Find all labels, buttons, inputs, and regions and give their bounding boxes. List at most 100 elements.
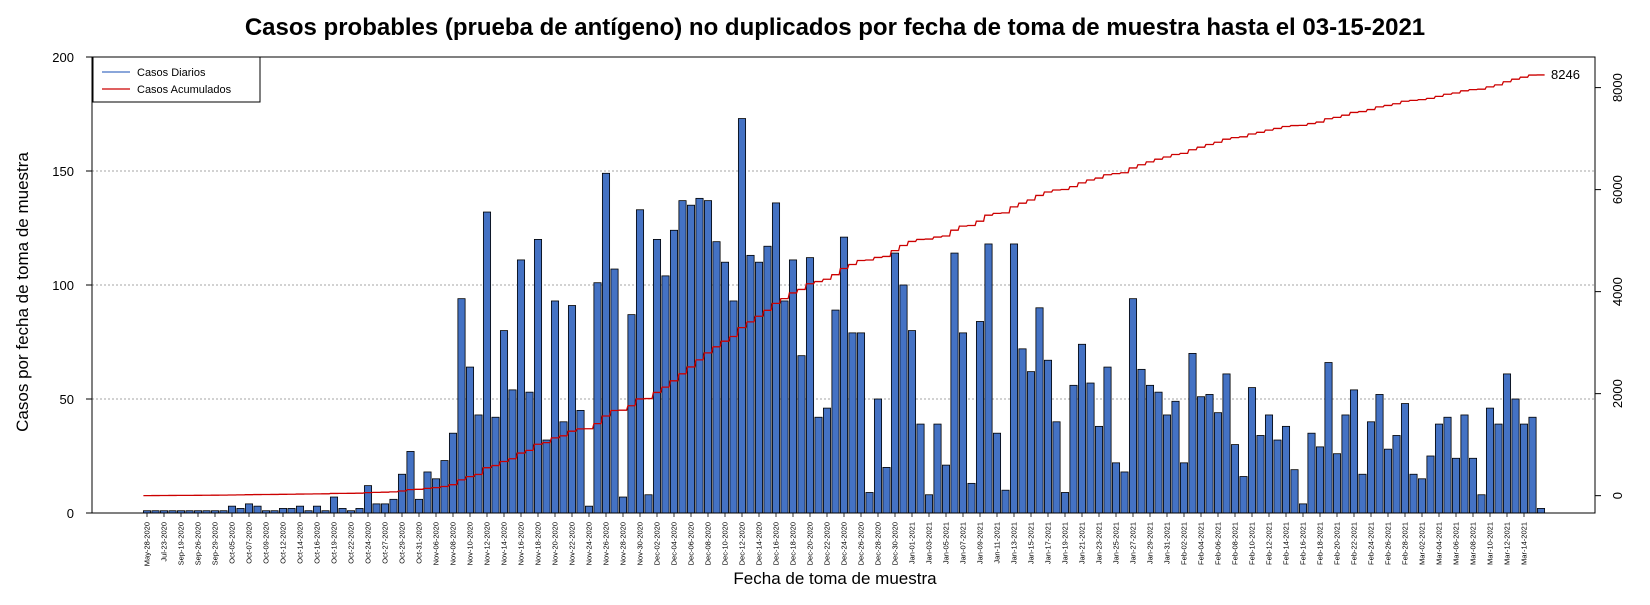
bar	[737, 118, 747, 514]
bar	[414, 498, 424, 514]
x-tick-label: Jan-15-2021	[1027, 522, 1036, 564]
bar	[1341, 414, 1350, 514]
bar	[567, 305, 577, 514]
bar	[1383, 448, 1393, 514]
x-tick-label: Oct-12-2020	[279, 522, 288, 564]
x-tick-label: Jan-11-2021	[993, 522, 1002, 564]
bar	[1188, 352, 1197, 514]
bar	[661, 275, 670, 514]
x-tick-label: Oct-24-2020	[364, 522, 373, 564]
x-tick-label: Dec-12-2020	[738, 522, 747, 565]
bar	[312, 505, 322, 514]
bar	[1468, 457, 1478, 514]
y-axis-title: Casos por fecha de toma de muestra	[13, 152, 32, 432]
bar	[1205, 394, 1214, 514]
x-tick-label: Dec-08-2020	[704, 522, 713, 565]
bar	[839, 236, 849, 514]
bar	[516, 259, 526, 514]
legend-label-casos-diarios: Casos Diarios	[137, 67, 206, 79]
x-tick-label: Mar-06-2021	[1452, 522, 1461, 565]
x-tick-label: Nov-20-2020	[551, 522, 560, 565]
bar	[1315, 446, 1325, 514]
y-tick-label: 0	[67, 506, 74, 521]
bar	[873, 398, 883, 514]
bar	[1009, 243, 1019, 514]
x-tick-label: Jan-05-2021	[942, 522, 951, 564]
x-tick-label: Nov-30-2020	[636, 522, 645, 565]
bar	[236, 508, 245, 514]
x-axis: May-28-2020 Jul-23-2020 Sep-19-2020 Sep-26-…	[143, 513, 1529, 566]
x-tick-label: Feb-08-2021	[1231, 522, 1240, 565]
x-tick-label: Dec-22-2020	[823, 522, 832, 565]
bar	[669, 229, 679, 514]
bar	[287, 508, 296, 514]
bar	[576, 409, 585, 514]
bar	[1528, 416, 1537, 514]
x-tick-label: Jan-19-2021	[1061, 522, 1070, 564]
x-tick-label: Sep-29-2020	[211, 522, 220, 565]
bar	[1077, 343, 1087, 514]
bar	[1213, 412, 1223, 514]
x-tick-label: Oct-07-2020	[245, 522, 254, 564]
cumulative-end-label: 8246	[1551, 67, 1580, 82]
bar	[1026, 371, 1036, 514]
x-tick-label: Jan-17-2021	[1044, 522, 1053, 564]
bar	[1519, 423, 1529, 514]
bar	[907, 330, 917, 514]
bar	[1069, 384, 1078, 514]
bar	[754, 261, 764, 514]
x-tick-label: Nov-16-2020	[517, 522, 526, 565]
x-tick-label: Mar-02-2021	[1418, 522, 1427, 565]
bar	[1281, 425, 1291, 514]
bar	[1018, 348, 1027, 514]
bar	[814, 416, 823, 514]
bar	[389, 498, 398, 514]
bar	[338, 508, 347, 514]
bar	[227, 505, 237, 514]
bar	[618, 496, 628, 514]
x-tick-label: Feb-12-2021	[1265, 522, 1274, 565]
bar	[508, 389, 517, 514]
x-tick-label: Jan-25-2021	[1112, 522, 1121, 564]
bar	[542, 439, 551, 514]
bar	[448, 432, 458, 514]
x-tick-label: Nov-06-2020	[432, 522, 441, 565]
bar	[1060, 492, 1070, 514]
x-tick-label: Dec-16-2020	[772, 522, 781, 565]
bar	[278, 508, 288, 514]
bar	[1103, 366, 1112, 514]
gridlines	[92, 170, 1595, 400]
bar	[397, 473, 407, 514]
bar	[1366, 421, 1376, 514]
bar	[1179, 462, 1189, 514]
bar	[1460, 414, 1469, 514]
y2-tick-label: 2000	[1610, 379, 1625, 408]
x-tick-label: Feb-16-2021	[1299, 522, 1308, 565]
bar	[1035, 307, 1044, 514]
x-tick-label: Feb-04-2021	[1197, 522, 1206, 565]
bar	[763, 245, 772, 514]
bar	[746, 254, 755, 514]
x-tick-label: Mar-12-2021	[1503, 522, 1512, 565]
bar	[720, 261, 730, 514]
y-tick-label: 50	[60, 392, 74, 407]
x-tick-label: Jan-07-2021	[959, 522, 968, 564]
y-axis-left: 0 50 100 150 200	[52, 50, 92, 521]
x-tick-label: Feb-26-2021	[1384, 522, 1393, 565]
bar	[1358, 473, 1367, 514]
bar	[890, 252, 900, 514]
bar	[975, 321, 985, 514]
x-axis-title: Fecha de toma de muestra	[733, 569, 937, 588]
x-tick-label: Dec-28-2020	[874, 522, 883, 565]
x-tick-label: Jan-23-2021	[1095, 522, 1104, 564]
bar	[601, 172, 611, 514]
x-tick-label: Dec-18-2020	[789, 522, 798, 565]
x-tick-label: Feb-22-2021	[1350, 522, 1359, 565]
bar	[1298, 503, 1308, 514]
bar	[533, 238, 543, 514]
x-tick-label: Dec-10-2020	[721, 522, 730, 565]
x-tick-label: Dec-26-2020	[857, 522, 866, 565]
bar	[1477, 494, 1486, 514]
y-tick-label: 100	[52, 278, 74, 293]
bar	[499, 330, 509, 514]
